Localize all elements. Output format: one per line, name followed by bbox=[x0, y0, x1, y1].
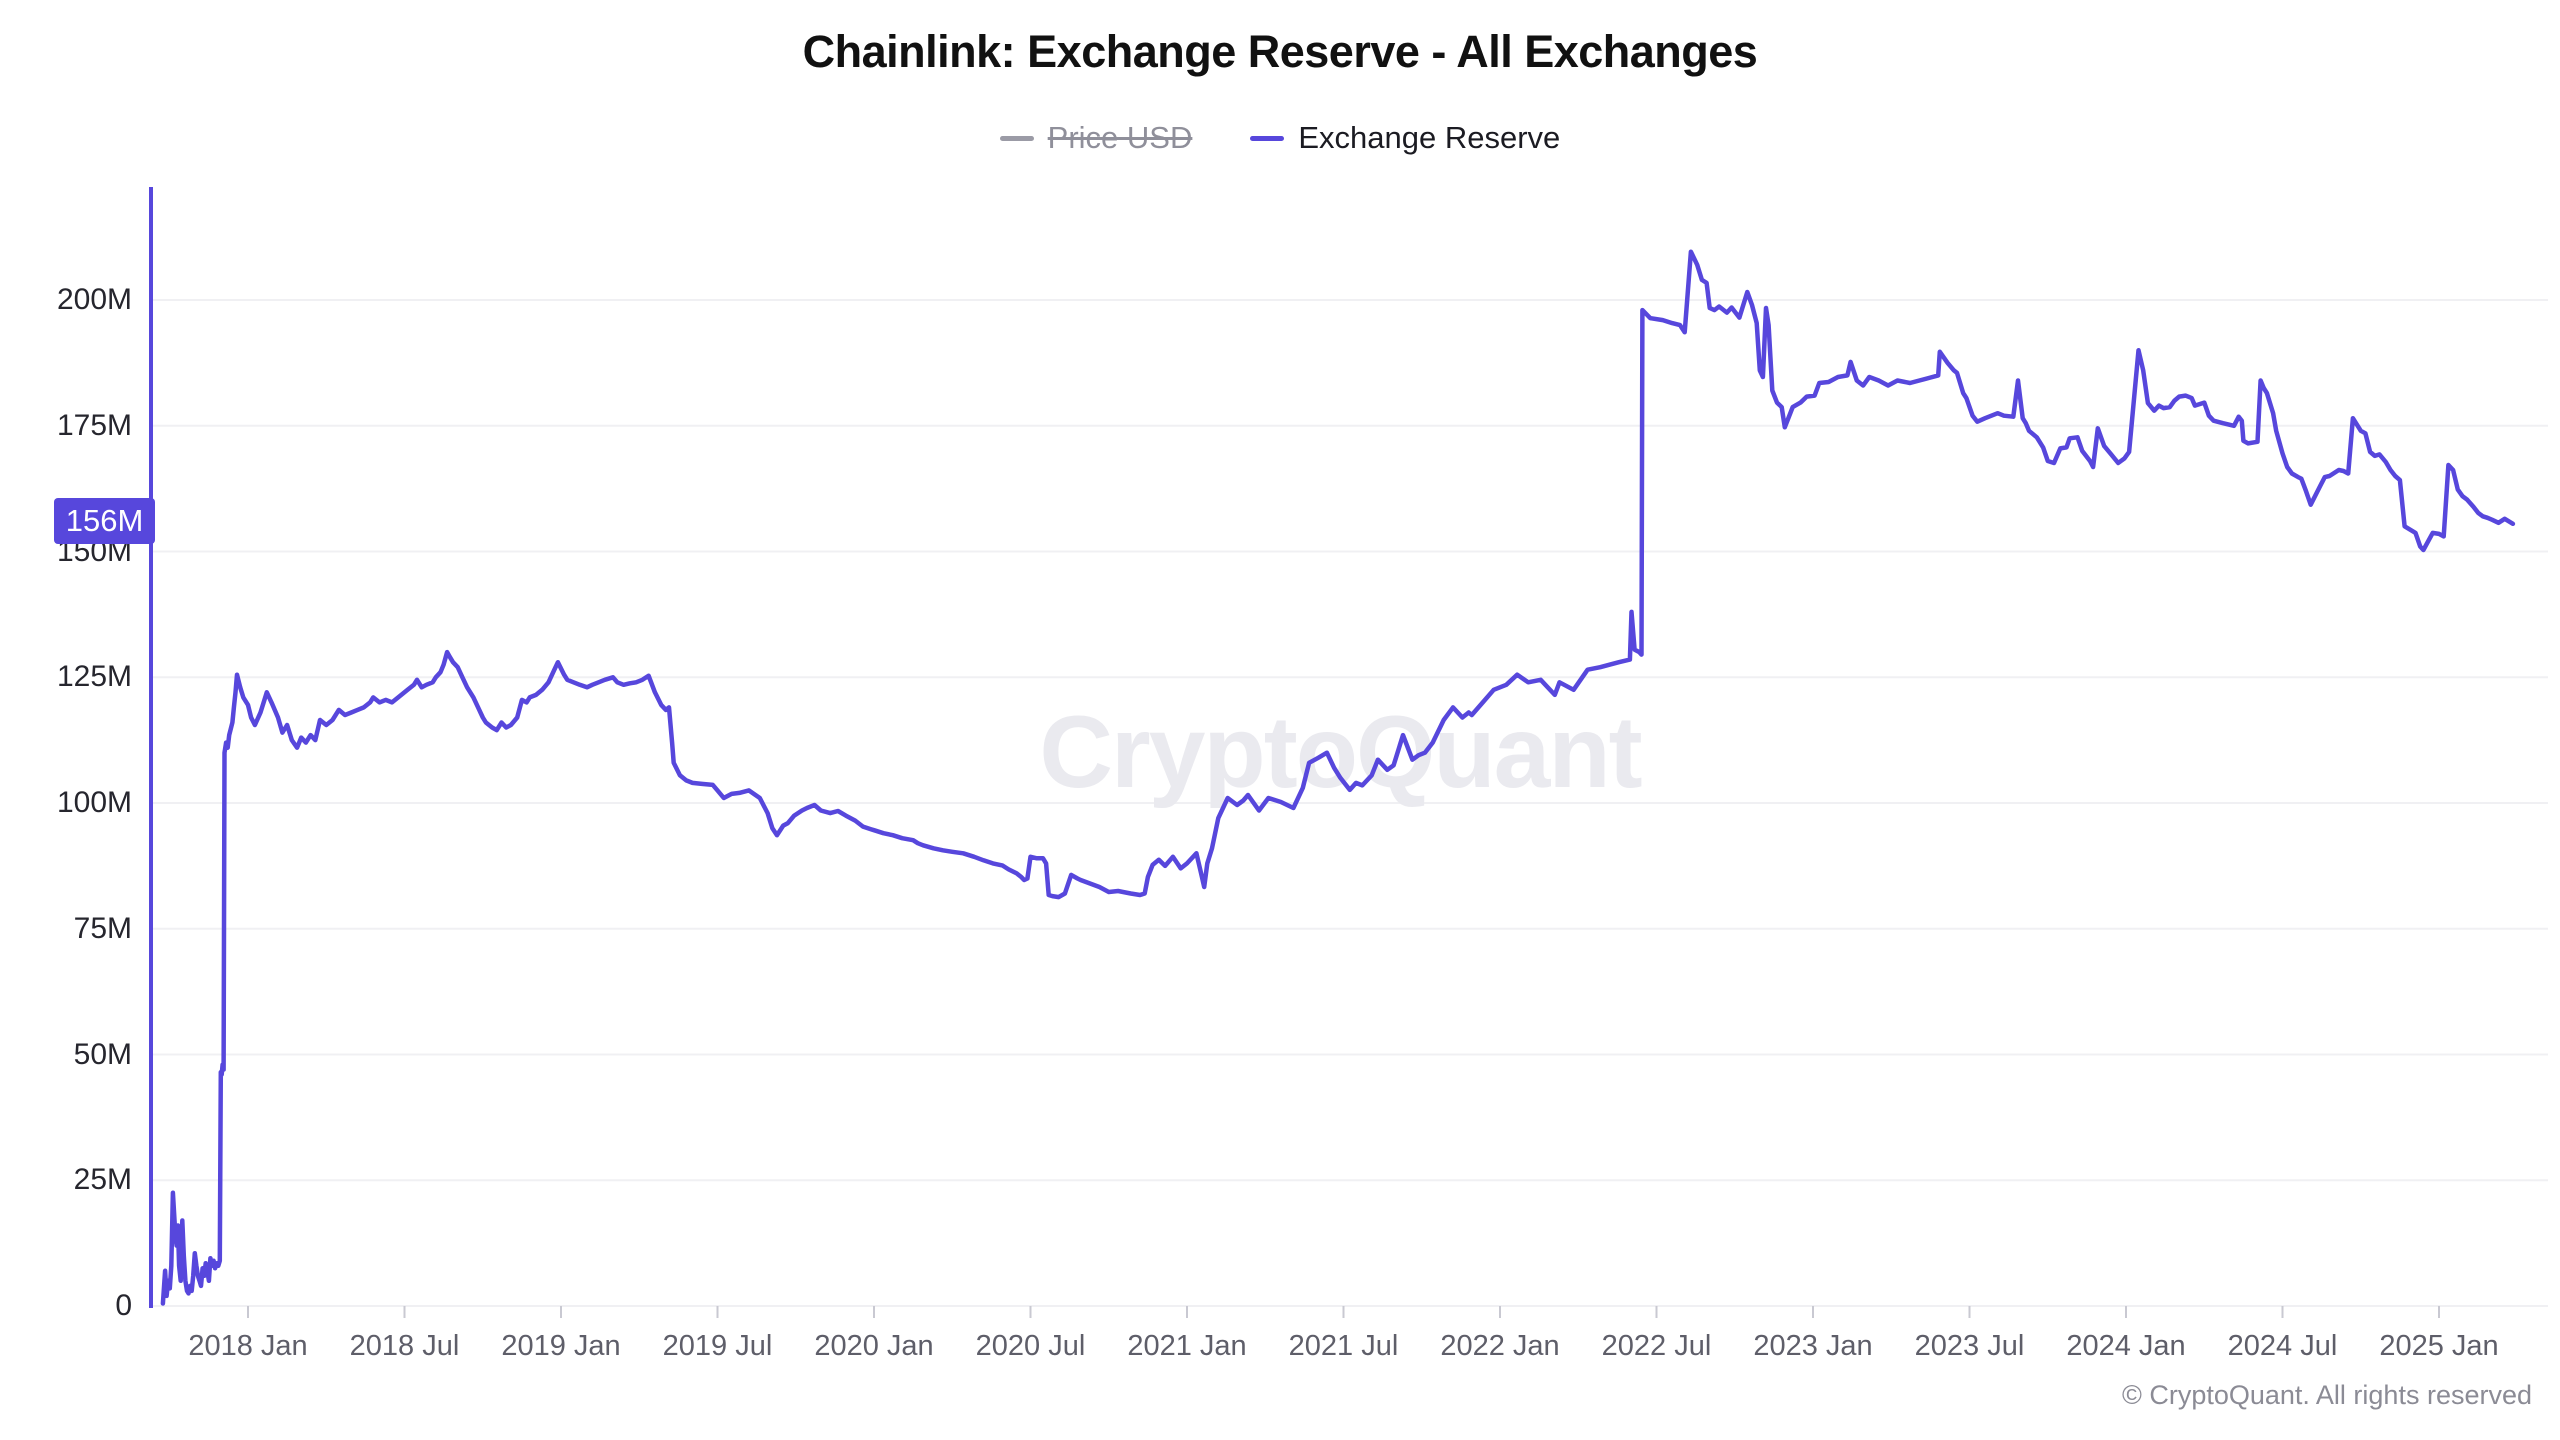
x-axis-label: 2019 Jul bbox=[662, 1330, 773, 1362]
y-axis-label: 175M bbox=[56, 408, 132, 442]
x-axis-label: 2018 Jan bbox=[188, 1330, 308, 1362]
x-axis-label: 2022 Jan bbox=[1440, 1330, 1560, 1362]
y-axis-label: 125M bbox=[56, 660, 132, 694]
y-axis-label: 100M bbox=[56, 786, 132, 819]
legend-dash-exchange-reserve-icon bbox=[1250, 135, 1285, 141]
x-axis-label: 2018 Jul bbox=[349, 1330, 460, 1362]
x-axis-label: 2024 Jan bbox=[2066, 1330, 2186, 1362]
legend-dash-price-usd-icon bbox=[999, 135, 1034, 141]
legend-label-exchange-reserve: Exchange Reserve bbox=[1298, 120, 1561, 155]
x-axis-label: 2021 Jan bbox=[1127, 1330, 1247, 1362]
y-axis-label: 75M bbox=[73, 911, 132, 945]
x-axis-label: 2022 Jul bbox=[1601, 1330, 1712, 1362]
legend: Price USD Exchange Reserve bbox=[0, 120, 2560, 156]
legend-item-exchange-reserve[interactable]: Exchange Reserve bbox=[1250, 120, 1560, 156]
y-axis-label: 0 bbox=[115, 1289, 132, 1322]
legend-label-price-usd: Price USD bbox=[1047, 120, 1193, 155]
x-axis-label: 2020 Jul bbox=[975, 1330, 1086, 1362]
x-axis-label: 2024 Jul bbox=[2227, 1330, 2338, 1362]
copyright-notice: © CryptoQuant. All rights reserved bbox=[2121, 1380, 2532, 1410]
y-axis-label: 25M bbox=[73, 1163, 132, 1197]
x-axis-label: 2021 Jul bbox=[1288, 1330, 1399, 1362]
x-axis-label: 2025 Jan bbox=[2379, 1330, 2499, 1362]
x-axis-label: 2019 Jan bbox=[501, 1330, 621, 1362]
current-value-badge: 156M bbox=[54, 498, 155, 545]
x-axis-label: 2020 Jan bbox=[814, 1330, 934, 1362]
exchange-reserve-line[interactable] bbox=[160, 249, 2516, 1306]
watermark: CryptoQuant bbox=[1039, 695, 1641, 809]
page-title: Chainlink: Exchange Reserve - All Exchan… bbox=[802, 26, 1758, 77]
y-axis-label: 200M bbox=[56, 283, 132, 316]
y-axis-label: 50M bbox=[73, 1037, 132, 1071]
x-axis-label: 2023 Jul bbox=[1914, 1330, 2025, 1362]
legend-item-price-usd[interactable]: Price USD bbox=[999, 120, 1193, 156]
x-axis-label: 2023 Jan bbox=[1753, 1330, 1873, 1362]
